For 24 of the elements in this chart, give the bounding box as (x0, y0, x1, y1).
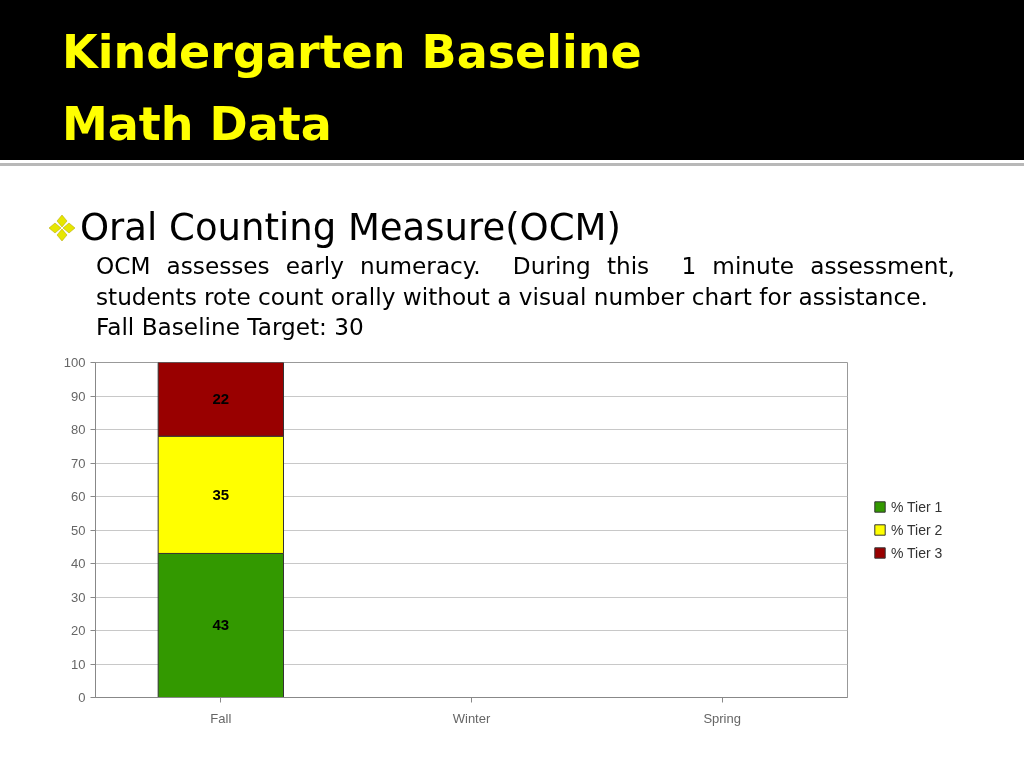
y-tick-label: 60 (71, 489, 86, 504)
y-tick-label: 30 (71, 589, 86, 605)
legend-label: % Tier 3 (891, 544, 943, 561)
x-tick-label: Fall (210, 710, 232, 726)
data-label: 43 (212, 616, 230, 634)
data-label: 22 (212, 390, 230, 408)
chart-title: Kindergarten Baseline Math Data (62, 24, 643, 153)
text: Fall Baseline Target: 30 (96, 312, 365, 342)
legend-label: % Tier 1 (891, 498, 943, 515)
y-tick-label: 0 (78, 690, 86, 705)
x-tick-label: Winter (452, 710, 491, 726)
legend-label: % Tier 2 (891, 521, 943, 538)
text: OCM assesses early numeracy. During this 1 minute assessment, students rote count orally without a visual number chart for assistance. (96, 251, 955, 312)
y-tick-label: 90 (71, 388, 86, 404)
x-tick-label: Spring (703, 710, 741, 726)
y-tick-label: 100 (63, 355, 86, 370)
y-tick-label: 40 (71, 556, 86, 571)
y-tick-label: 80 (71, 422, 86, 437)
y-tick-label: 20 (71, 623, 86, 638)
y-tick-label: 50 (71, 522, 86, 538)
y-tick-label: 10 (71, 656, 86, 672)
y-tick-label: 70 (71, 455, 86, 471)
data-label: 35 (212, 485, 230, 503)
chart-subtitle: Oral Counting Measure(OCM) (80, 206, 621, 249)
